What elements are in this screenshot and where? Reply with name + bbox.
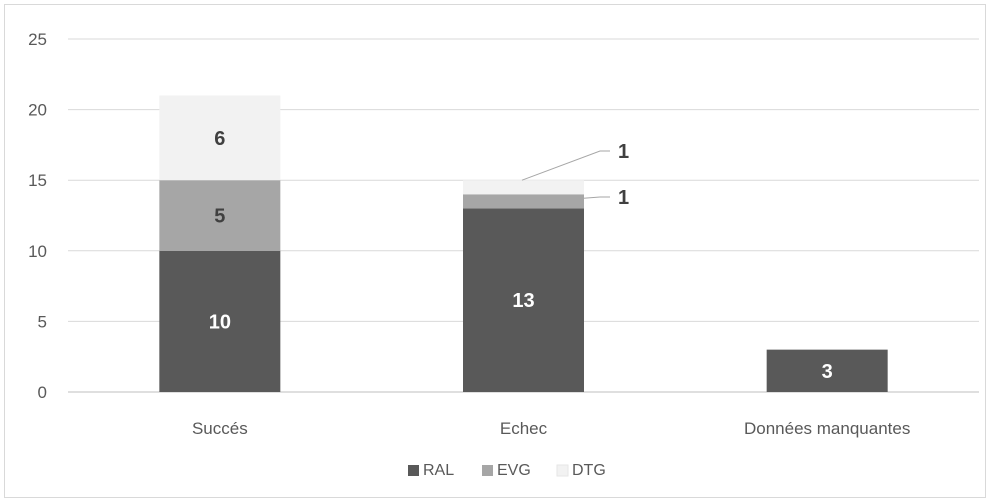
legend-swatch-dtg bbox=[556, 464, 569, 477]
y-tick-label: 10 bbox=[28, 242, 47, 261]
bar-donnees-manquantes-ral bbox=[766, 349, 888, 392]
data-label-succes-dtg: 6 bbox=[214, 128, 225, 150]
bar-succes-evg bbox=[159, 180, 281, 251]
category-label-donnees-manquantes: Données manquantes bbox=[744, 419, 910, 438]
legend-swatch-ral bbox=[408, 465, 419, 476]
callout-leader-echec-dtg bbox=[521, 150, 610, 181]
callout-leader-echec-evg bbox=[581, 196, 610, 199]
chart-frame: 0 5 10 15 20 25 10 5 6 13 1 1 3 Succés Echec Données … bbox=[4, 4, 986, 498]
bars bbox=[159, 95, 888, 392]
bar-succes-ral bbox=[159, 250, 281, 392]
legend-label-dtg: DTG bbox=[572, 462, 606, 479]
y-axis-tick-labels: 0 5 10 15 20 25 bbox=[28, 30, 47, 402]
data-label-donnees-manquantes-ral: 3 bbox=[822, 361, 833, 383]
y-tick-label: 15 bbox=[28, 171, 47, 190]
category-label-echec: Echec bbox=[500, 419, 548, 438]
x-axis-category-labels: Succés Echec Données manquantes bbox=[192, 419, 910, 438]
y-tick-label: 25 bbox=[28, 30, 47, 49]
y-tick-label: 5 bbox=[38, 312, 47, 331]
category-label-succes: Succés bbox=[192, 419, 248, 438]
legend-swatch-evg bbox=[482, 465, 493, 476]
legend: RAL EVG DTG bbox=[408, 462, 606, 479]
bar-echec-evg bbox=[463, 194, 584, 209]
bar-echec-ral bbox=[463, 208, 584, 392]
bar-echec-dtg bbox=[463, 180, 584, 195]
legend-label-ral: RAL bbox=[423, 462, 454, 479]
data-label-succes-evg: 5 bbox=[214, 206, 225, 228]
data-label-succes-ral: 10 bbox=[209, 311, 231, 333]
data-label-echec-dtg: 1 bbox=[618, 141, 629, 163]
y-tick-label: 0 bbox=[38, 383, 47, 402]
y-tick-label: 20 bbox=[28, 101, 47, 120]
data-label-echec-ral: 13 bbox=[512, 290, 534, 312]
data-label-echec-evg: 1 bbox=[618, 187, 629, 209]
bar-succes-dtg bbox=[159, 95, 281, 181]
legend-label-evg: EVG bbox=[497, 462, 531, 479]
